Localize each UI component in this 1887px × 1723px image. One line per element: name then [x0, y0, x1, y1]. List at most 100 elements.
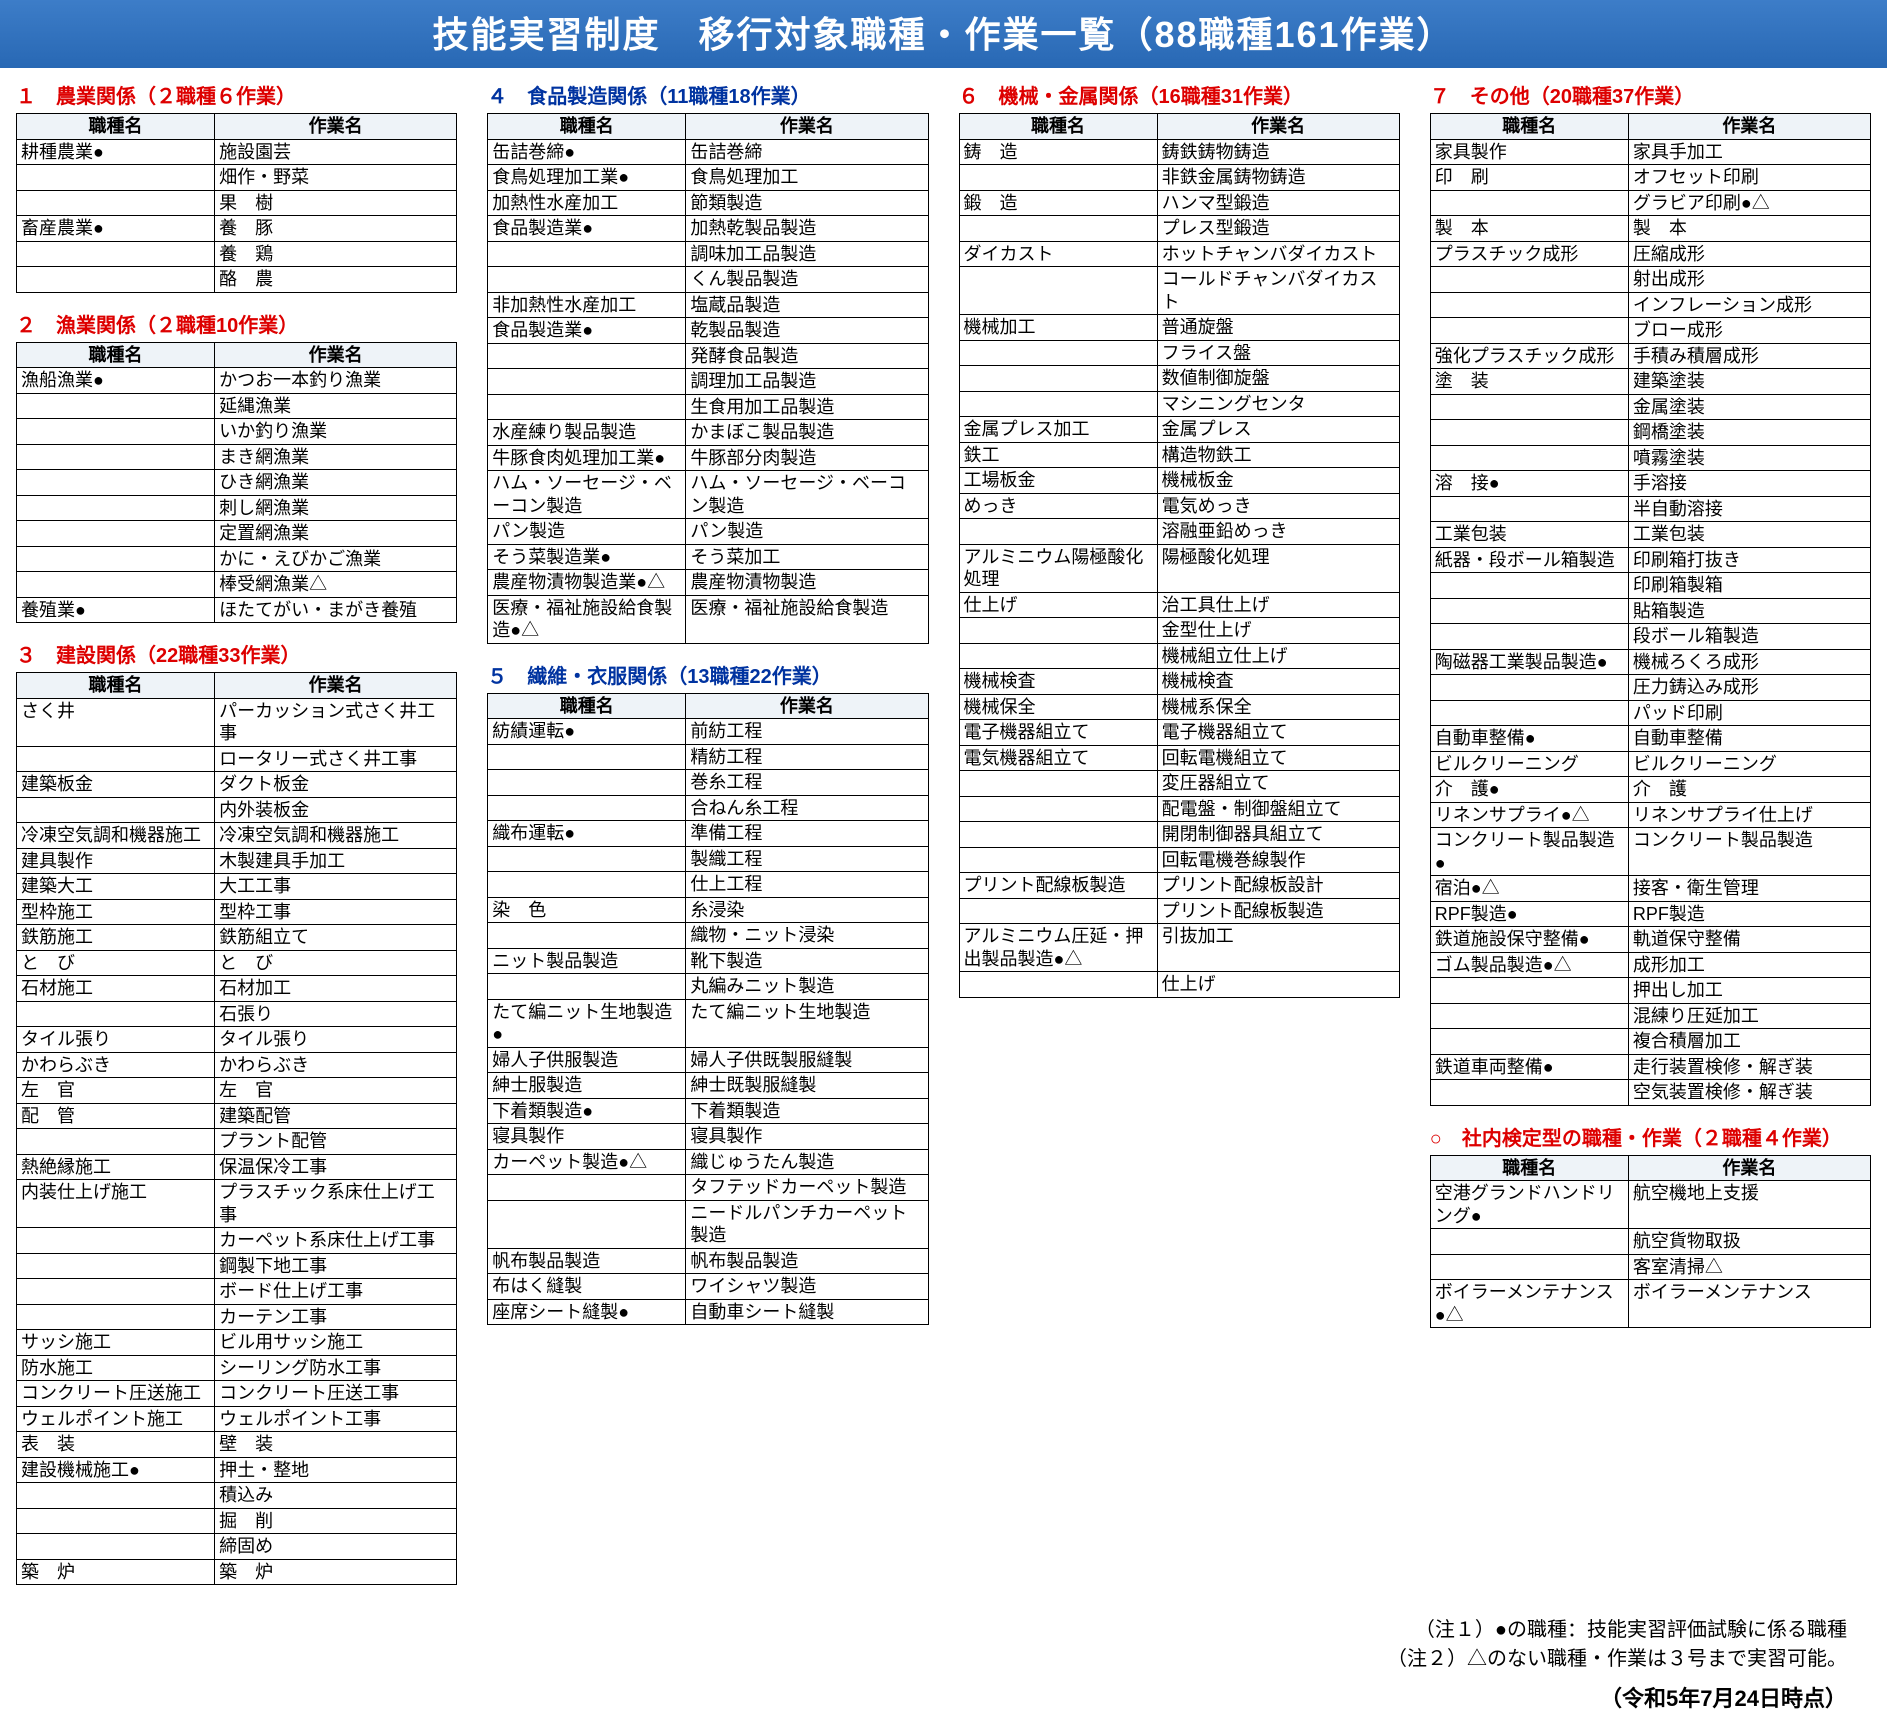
- cell-job: [1430, 292, 1628, 318]
- cell-work: 延縄漁業: [215, 393, 457, 419]
- cell-work: 鋼製下地工事: [215, 1253, 457, 1279]
- cell-job: サッシ施工: [17, 1330, 215, 1356]
- cell-work: 節類製造: [686, 190, 928, 216]
- cell-work: 混練り圧延加工: [1628, 1003, 1870, 1029]
- table-row: 食品製造業●加熱乾製品製造: [488, 216, 928, 242]
- cell-job: [959, 847, 1157, 873]
- table-row: 果 樹: [17, 190, 457, 216]
- table-row: ロータリー式さく井工事: [17, 746, 457, 772]
- cell-work: 石張り: [215, 1001, 457, 1027]
- cell-work: くん製品製造: [686, 267, 928, 293]
- cell-job: 缶詰巻締●: [488, 139, 686, 165]
- cell-job: [488, 1175, 686, 1201]
- cell-job: 工業包装: [1430, 522, 1628, 548]
- cell-job: パン製造: [488, 519, 686, 545]
- section-title: ７ その他（20職種37作業）: [1430, 80, 1871, 109]
- cell-job: 耕種農業●: [17, 139, 215, 165]
- table-row: カーペット製造●△織じゅうたん製造: [488, 1149, 928, 1175]
- cell-work: 成形加工: [1628, 952, 1870, 978]
- cell-job: たて編ニット生地製造●: [488, 999, 686, 1047]
- cell-work: 製 本: [1628, 216, 1870, 242]
- th-job: 職種名: [17, 342, 215, 368]
- cell-job: 座席シート縫製●: [488, 1299, 686, 1325]
- cell-work: 機械検査: [1157, 669, 1399, 695]
- table-row: 農産物漬物製造業●△農産物漬物製造: [488, 570, 928, 596]
- cell-work: 丸編みニット製造: [686, 974, 928, 1000]
- cell-work: 牛豚部分肉製造: [686, 445, 928, 471]
- table-row: コールドチャンバダイカスト: [959, 267, 1399, 315]
- cell-job: [1430, 420, 1628, 446]
- cell-work: 数値制御旋盤: [1157, 366, 1399, 392]
- cell-work: 非鉄金属鋳物鋳造: [1157, 165, 1399, 191]
- cell-job: [488, 369, 686, 395]
- cell-job: [17, 419, 215, 445]
- table-row: 製織工程: [488, 846, 928, 872]
- table-row: カーテン工事: [17, 1304, 457, 1330]
- table-row: 工場板金機械板金: [959, 468, 1399, 494]
- cell-job: コンクリート製品製造●: [1430, 828, 1628, 876]
- cell-work: ダクト板金: [215, 772, 457, 798]
- table-row: 仕上げ: [959, 972, 1399, 998]
- cell-job: かわらぶき: [17, 1052, 215, 1078]
- table-row: くん製品製造: [488, 267, 928, 293]
- category-table: 職種名作業名鋳 造鋳鉄鋳物鋳造非鉄金属鋳物鋳造鍛 造ハンマ型鍛造プレス型鍛造ダイ…: [959, 113, 1400, 998]
- cell-job: [488, 744, 686, 770]
- cell-work: と び: [215, 950, 457, 976]
- table-row: 機械保全機械系保全: [959, 694, 1399, 720]
- cell-job: 工場板金: [959, 468, 1157, 494]
- cell-work: ひき網漁業: [215, 470, 457, 496]
- cell-work: リネンサプライ仕上げ: [1628, 802, 1870, 828]
- table-row: プリント配線板製造プリント配線板設計: [959, 873, 1399, 899]
- cell-job: [17, 1253, 215, 1279]
- table-row: アルミニウム陽極酸化処理陽極酸化処理: [959, 544, 1399, 592]
- cell-work: 畑作・野菜: [215, 165, 457, 191]
- table-row: 自動車整備●自動車整備: [1430, 726, 1870, 752]
- note-2: （注２）△のない職種・作業は３号まで実習可能。: [0, 1642, 1847, 1671]
- table-row: 射出成形: [1430, 267, 1870, 293]
- cell-work: 金属塗装: [1628, 394, 1870, 420]
- table-row: フライス盤: [959, 340, 1399, 366]
- section-title: ○ 社内検定型の職種・作業（２職種４作業）: [1430, 1122, 1871, 1151]
- cell-work: ハンマ型鍛造: [1157, 190, 1399, 216]
- table-row: 下着類製造●下着類製造: [488, 1098, 928, 1124]
- cell-job: [17, 746, 215, 772]
- cell-work: 機械板金: [1157, 468, 1399, 494]
- th-work: 作業名: [215, 673, 457, 699]
- cell-job: アルミニウム圧延・押出製品製造●△: [959, 924, 1157, 972]
- cell-job: 農産物漬物製造業●△: [488, 570, 686, 596]
- cell-work: 合ねん糸工程: [686, 795, 928, 821]
- table-row: 噴霧塗装: [1430, 445, 1870, 471]
- cell-job: リネンサプライ●△: [1430, 802, 1628, 828]
- cell-work: 印刷箱製箱: [1628, 573, 1870, 599]
- cell-work: ホットチャンバダイカスト: [1157, 241, 1399, 267]
- cell-work: 開閉制御器具組立て: [1157, 822, 1399, 848]
- section-4: ４ 食品製造関係（11職種18作業）職種名作業名缶詰巻締●缶詰巻締食鳥処理加工業…: [487, 80, 928, 644]
- cell-job: ハム・ソーセージ・ベーコン製造: [488, 471, 686, 519]
- table-row: 介 護●介 護: [1430, 777, 1870, 803]
- cell-work: 定置網漁業: [215, 521, 457, 547]
- table-row: 内外装板金: [17, 797, 457, 823]
- table-row: ボード仕上げ工事: [17, 1279, 457, 1305]
- cell-work: 接客・衛生管理: [1628, 876, 1870, 902]
- cell-work: シーリング防水工事: [215, 1355, 457, 1381]
- cell-work: 発酵食品製造: [686, 343, 928, 369]
- cell-job: ダイカスト: [959, 241, 1157, 267]
- table-row: めっき電気めっき: [959, 493, 1399, 519]
- table-row: パッド印刷: [1430, 700, 1870, 726]
- cell-job: [959, 267, 1157, 315]
- cell-work: 生食用加工品製造: [686, 394, 928, 420]
- cell-work: 客室清掃△: [1628, 1254, 1870, 1280]
- table-row: 鉄道車両整備●走行装置検修・解ぎ装: [1430, 1054, 1870, 1080]
- table-row: 鍛 造ハンマ型鍛造: [959, 190, 1399, 216]
- cell-job: 養殖業●: [17, 597, 215, 623]
- cell-work: 製織工程: [686, 846, 928, 872]
- cell-work: インフレーション成形: [1628, 292, 1870, 318]
- table-row: マシニングセンタ: [959, 391, 1399, 417]
- cell-work: 鉄筋組立て: [215, 925, 457, 951]
- table-row: 機械加工普通旋盤: [959, 315, 1399, 341]
- table-row: 染 色糸浸染: [488, 897, 928, 923]
- cell-work: ほたてがい・まがき養殖: [215, 597, 457, 623]
- section-title: ６ 機械・金属関係（16職種31作業）: [959, 80, 1400, 109]
- cell-work: 石材加工: [215, 976, 457, 1002]
- cell-job: [959, 216, 1157, 242]
